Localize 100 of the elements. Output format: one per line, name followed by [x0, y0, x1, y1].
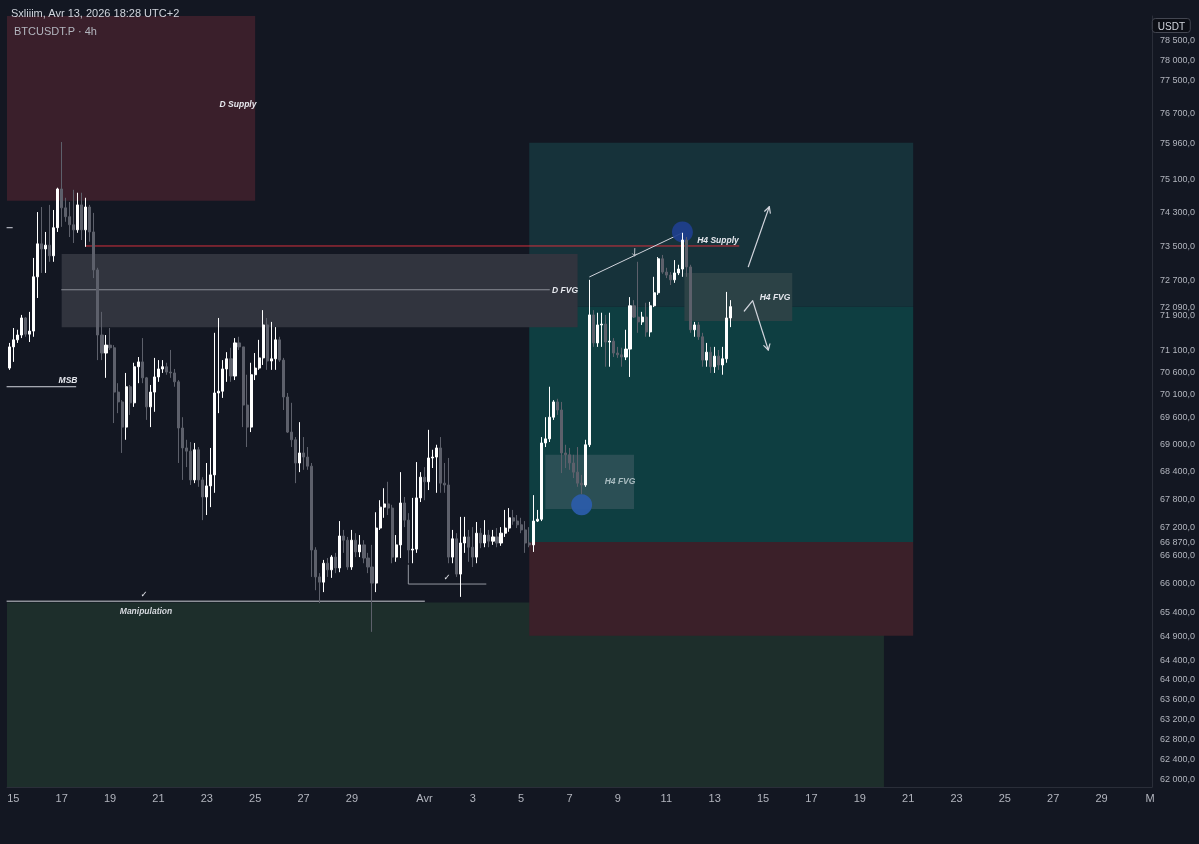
candlestick [596, 312, 599, 348]
y-tick-label: 75 100,0 [1160, 173, 1196, 184]
candlestick [298, 421, 301, 473]
x-tick-label: 9 [614, 791, 621, 804]
candlestick [262, 309, 265, 366]
x-tick-label: 15 [756, 791, 770, 804]
candlestick [645, 302, 648, 338]
candlestick [604, 314, 607, 368]
candlestick [459, 516, 462, 598]
chart-subtitle: Sxliiim, Avr 13, 2026 18:28 UTC+2 [11, 6, 180, 19]
candlestick [600, 312, 603, 348]
y-tick-label: 77 500,0 [1160, 75, 1196, 85]
y-tick-label: 62 000,0 [1160, 773, 1196, 784]
annotation: MSB [58, 375, 78, 385]
y-tick-label: 69 000,0 [1160, 438, 1196, 449]
candlestick [705, 342, 708, 368]
candlestick [229, 347, 233, 383]
candlestick [512, 509, 515, 526]
candlestick [44, 231, 47, 274]
y-tick-label: 63 200,0 [1160, 713, 1196, 724]
candlestick [612, 337, 615, 358]
x-tick-label: M [1145, 791, 1155, 804]
candlestick [471, 526, 474, 568]
y-tick-label: 72 090,0 [1160, 301, 1196, 312]
candlestick [479, 527, 482, 549]
candlestick [455, 532, 458, 578]
candlestick [60, 141, 63, 228]
candlestick [354, 532, 357, 558]
candlestick [641, 311, 644, 326]
candlestick [193, 442, 196, 484]
y-tick-label: 62 400,0 [1160, 753, 1196, 764]
candlestick [189, 441, 192, 486]
candlestick [693, 321, 696, 338]
candlestick [104, 334, 108, 379]
candlestick [516, 514, 519, 529]
candlestick [129, 384, 132, 416]
candlestick [48, 204, 51, 263]
x-tick-label: 19 [853, 791, 866, 804]
y-tick-label: 71 900,0 [1160, 309, 1196, 320]
x-tick-label: 23 [950, 791, 963, 804]
candlestick [358, 534, 361, 558]
candlestick [495, 527, 499, 548]
candlestick [487, 529, 490, 548]
x-tick-label: 29 [1095, 791, 1108, 804]
candlestick [84, 197, 87, 248]
x-tick-label: Avr [416, 791, 433, 804]
x-tick-label: 23 [200, 791, 213, 804]
annotation: H4 FVG [604, 476, 636, 486]
candlestick [628, 296, 632, 378]
x-tick-label: 17 [55, 791, 68, 804]
candlestick [439, 436, 442, 494]
candlestick [330, 554, 333, 579]
y-tick-label: 75 960,0 [1160, 137, 1196, 148]
y-tick-label: 64 400,0 [1160, 654, 1196, 665]
candlestick [592, 309, 595, 348]
candlestick [334, 552, 337, 574]
candlestick [608, 312, 611, 368]
x-tick-label: 21 [902, 791, 915, 804]
y-tick-label: 73 500,0 [1160, 240, 1196, 251]
candlestick [266, 317, 269, 371]
candlestick [620, 347, 623, 368]
candlestick [508, 507, 511, 533]
candlestick [491, 529, 495, 546]
y-tick-label: 70 600,0 [1160, 367, 1196, 378]
candlestick [548, 386, 551, 443]
x-tick-label: 11 [660, 791, 672, 804]
candlestick [709, 346, 712, 374]
candlestick [717, 349, 720, 371]
annotation: H4 FVG [759, 292, 791, 302]
y-tick-label: 71 100,0 [1160, 344, 1196, 355]
candlestick [20, 314, 23, 339]
x-tick-label: 25 [249, 791, 262, 804]
candlestick [661, 254, 664, 275]
annotation: ✓ [443, 572, 451, 582]
candlestick [274, 326, 277, 371]
annotation: Manipulation [119, 606, 173, 616]
x-tick-label: 13 [708, 791, 721, 804]
x-tick-label: 29 [345, 791, 359, 804]
x-tick-label: 25 [998, 791, 1011, 804]
y-tick-label: 67 800,0 [1160, 493, 1196, 504]
y-tick-label: 66 600,0 [1160, 549, 1196, 560]
candlestick [467, 529, 470, 563]
candlestick [560, 401, 563, 474]
candlestick [524, 520, 527, 554]
candlestick [427, 429, 430, 491]
y-tick-label: 74 300,0 [1160, 207, 1196, 218]
y-tick-label: 76 700,0 [1160, 107, 1196, 118]
candlestick [399, 471, 402, 559]
x-tick-label: 19 [103, 791, 117, 804]
candlestick [302, 436, 305, 471]
text: BTCUSDT.P · 4h [14, 24, 97, 37]
candlestick [370, 544, 374, 633]
candlestick [338, 520, 341, 573]
y-tick-label: 78 500,0 [1160, 34, 1196, 45]
candlestick [435, 444, 438, 494]
y-tick-label: 66 870,0 [1160, 537, 1196, 548]
y-tick-label: 78 000,0 [1160, 54, 1196, 65]
candlestick [125, 372, 128, 441]
y-tick-label: 69 600,0 [1160, 411, 1196, 422]
x-tick-label: 27 [1047, 791, 1060, 804]
